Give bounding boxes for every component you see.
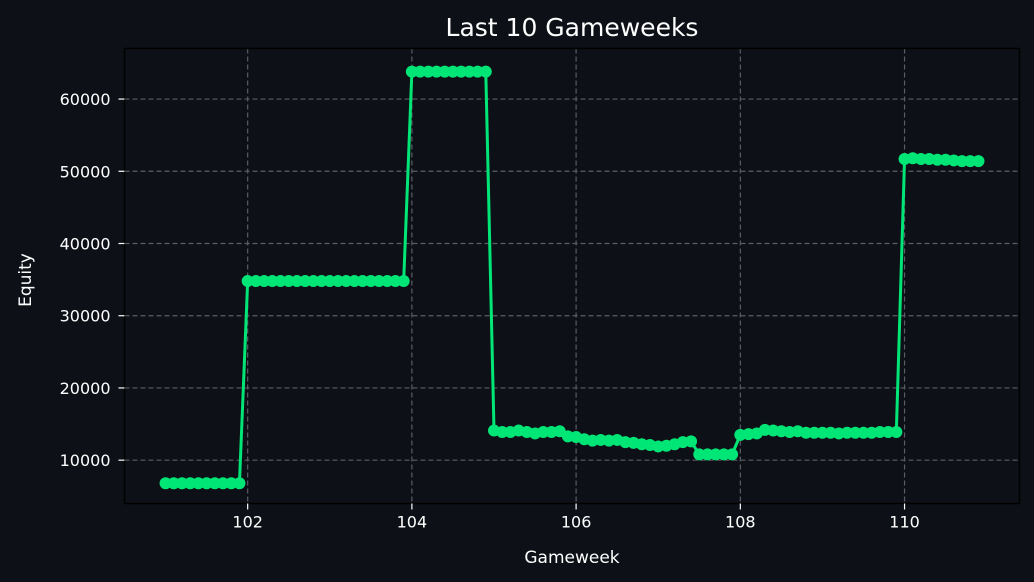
y-tick-label: 60000 <box>60 90 111 109</box>
data-point <box>701 448 714 461</box>
data-point <box>471 65 484 78</box>
data-point <box>241 275 254 288</box>
data-point <box>208 477 221 490</box>
data-point <box>175 477 188 490</box>
data-point <box>931 153 944 166</box>
data-point <box>882 426 895 438</box>
data-point <box>964 155 977 168</box>
data-point <box>348 275 361 288</box>
data-point <box>159 477 172 490</box>
equity-series <box>159 65 985 490</box>
data-point <box>430 65 443 78</box>
data-point <box>405 65 418 78</box>
data-point <box>167 477 180 490</box>
data-point <box>463 65 476 78</box>
data-point <box>364 275 377 288</box>
data-point <box>726 448 739 461</box>
data-point <box>972 155 985 168</box>
data-point <box>717 448 730 461</box>
data-point <box>849 426 862 439</box>
data-point <box>356 275 369 288</box>
data-point <box>479 65 492 78</box>
data-point <box>290 275 303 288</box>
data-point <box>200 477 213 490</box>
data-point <box>299 275 312 288</box>
data-point <box>873 426 886 438</box>
data-point <box>841 426 854 439</box>
data-point <box>373 275 386 288</box>
x-tick-label: 102 <box>232 513 263 532</box>
data-point <box>438 65 451 78</box>
data-point <box>693 448 706 461</box>
x-tick-label: 110 <box>889 513 920 532</box>
data-point <box>414 65 427 78</box>
data-point <box>274 275 287 288</box>
data-point <box>307 275 320 288</box>
data-point <box>381 275 394 288</box>
data-point <box>709 448 722 461</box>
data-point <box>446 65 459 78</box>
x-tick-label: 108 <box>725 513 756 532</box>
data-point <box>258 275 271 288</box>
y-tick-label: 20000 <box>60 379 111 398</box>
data-point <box>800 426 813 439</box>
data-point <box>266 275 279 288</box>
data-point <box>184 477 197 490</box>
data-point <box>315 275 328 288</box>
data-point <box>808 426 821 439</box>
y-axis-label: Equity <box>16 253 36 307</box>
plot-area-frame <box>123 47 1021 505</box>
grid-lines <box>124 48 1020 504</box>
data-point <box>282 275 295 288</box>
data-point <box>422 65 435 78</box>
data-point <box>389 275 402 288</box>
data-point <box>816 426 829 439</box>
x-tick-label: 106 <box>561 513 592 532</box>
data-point <box>914 153 927 165</box>
data-point <box>685 435 698 448</box>
chart-title: Last 10 Gameweeks <box>446 13 699 42</box>
data-point <box>249 275 262 288</box>
data-point <box>537 426 550 438</box>
data-point <box>397 275 410 288</box>
data-point <box>323 275 336 288</box>
data-point <box>192 477 205 490</box>
y-tick-label: 50000 <box>60 162 111 181</box>
y-tick-label: 10000 <box>60 451 111 470</box>
data-point <box>956 155 969 168</box>
data-point <box>455 65 468 78</box>
data-point <box>225 477 238 490</box>
data-point <box>331 275 344 288</box>
data-point <box>233 477 246 490</box>
x-tick-label: 104 <box>397 513 428 532</box>
data-point <box>217 477 230 490</box>
data-point <box>857 426 870 439</box>
x-axis-label: Gameweek <box>524 548 619 568</box>
x-axis-ticks: 102 104 106 108 110 <box>232 503 920 532</box>
y-axis-ticks: 10000 20000 30000 40000 50000 60000 <box>60 90 125 470</box>
y-tick-label: 30000 <box>60 307 111 326</box>
y-tick-label: 40000 <box>60 235 111 254</box>
data-point <box>340 275 353 288</box>
data-point <box>890 426 903 438</box>
data-point <box>496 426 509 438</box>
